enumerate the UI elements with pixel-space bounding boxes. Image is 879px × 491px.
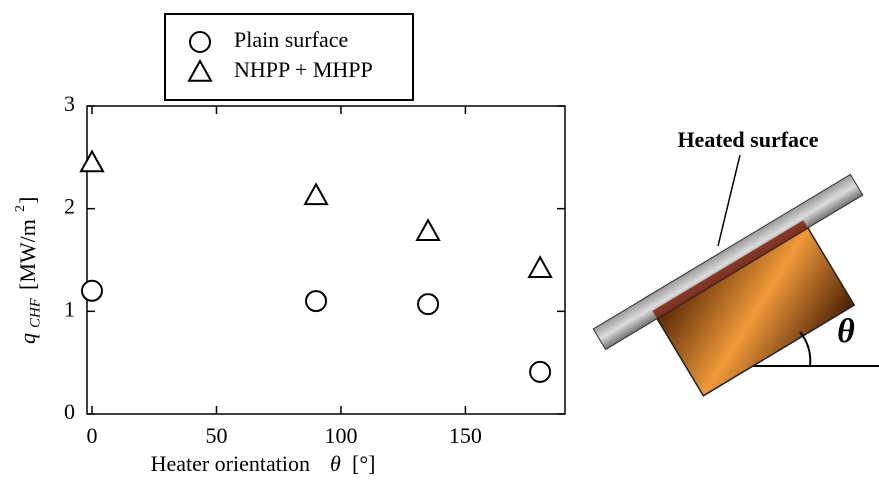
marker: [529, 257, 551, 277]
y-tick-label: 1: [64, 296, 75, 321]
y-tick-label: 3: [64, 91, 75, 116]
x-tick-label: 150: [449, 423, 482, 448]
leader-line: [718, 155, 740, 246]
legend-label: NHPP + MHPP: [234, 57, 373, 82]
y-label-symbol: q: [15, 333, 40, 344]
marker: [306, 291, 326, 311]
x-tick-label: 0: [86, 423, 97, 448]
x-tick-label: 100: [324, 423, 357, 448]
diagram: Heated surface θ: [593, 127, 879, 427]
y-label-close: ]: [15, 197, 40, 204]
marker: [530, 362, 550, 382]
diagram-label: Heated surface: [677, 127, 818, 152]
x-axis-label: Heater orientation: [151, 451, 310, 476]
marker: [418, 294, 438, 314]
y-label-subscript: CHF: [27, 297, 43, 328]
y-label-superscript: 2: [13, 205, 28, 212]
x-axis-unit: [°]: [352, 451, 375, 476]
diagram-angle: θ: [837, 313, 855, 350]
legend-marker: [190, 32, 210, 52]
chart: Plain surface NHPP + MHPP Heater orientat…: [0, 0, 879, 486]
y-axis-label: q CHF [MW/m 2 ]: [13, 197, 43, 344]
marker: [305, 184, 327, 204]
plot-frame: [87, 106, 565, 414]
marker: [82, 281, 102, 301]
legend-label: Plain surface: [234, 27, 348, 52]
y-tick-label: 0: [64, 399, 75, 424]
marker: [81, 151, 103, 171]
y-tick-label: 2: [64, 194, 75, 219]
y-label-unit: [MW/m: [15, 219, 40, 290]
marker: [417, 220, 439, 240]
x-axis-symbol: θ: [330, 451, 341, 476]
x-tick-label: 50: [205, 423, 227, 448]
